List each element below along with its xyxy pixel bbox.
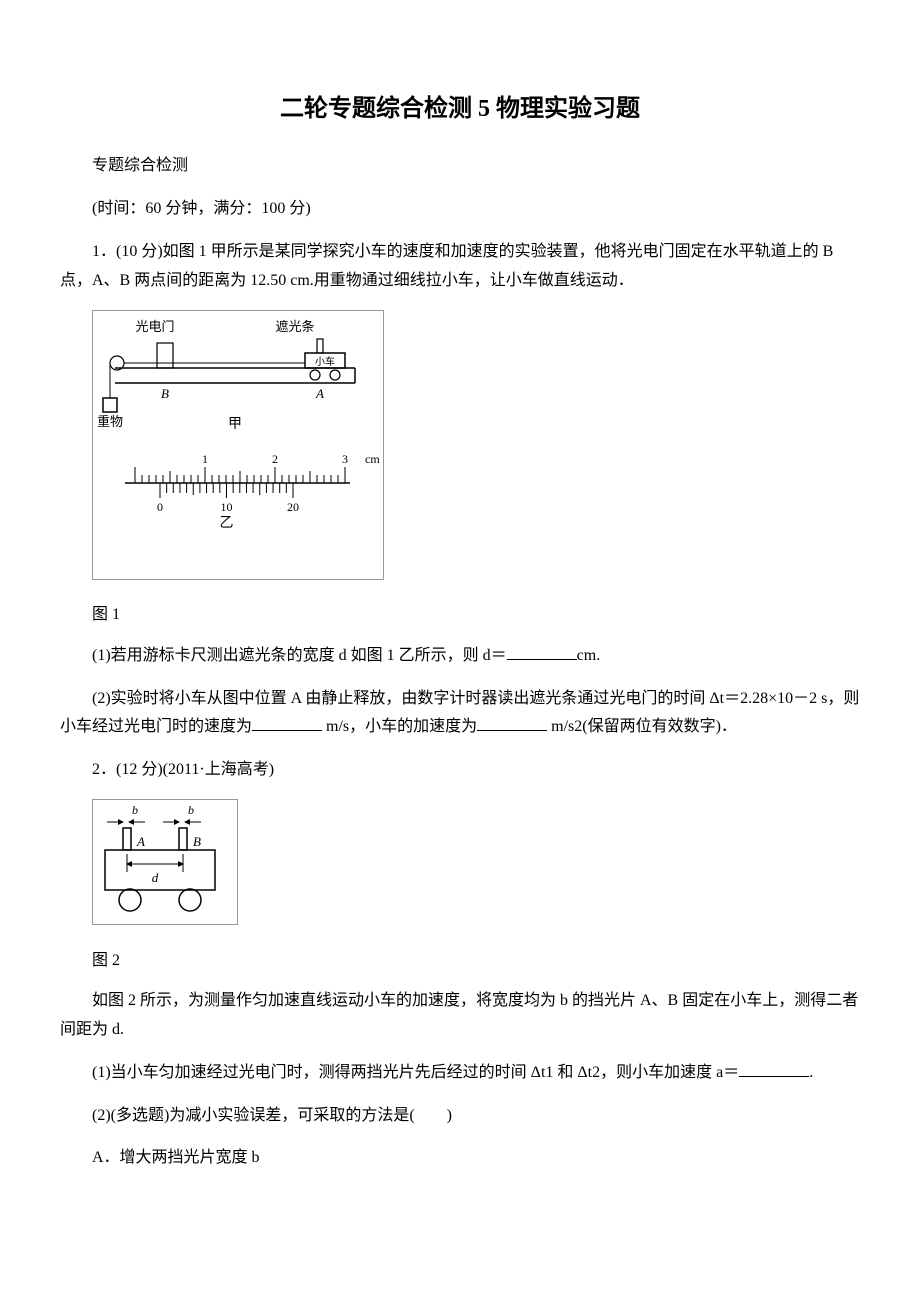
section-header: 专题综合检测: [60, 152, 860, 181]
figure-1-border: 重物 光电门 B 遮光条 小车 A 甲: [92, 310, 384, 580]
q2-part1-a: (1)当小车匀加速经过光电门时，测得两挡光片先后经过的时间 Δt1 和 Δt2，…: [92, 1064, 739, 1081]
q1-part2-blank1: [252, 715, 322, 731]
q1-part2: (2)实验时将小车从图中位置 A 由静止释放，由数字计时器读出遮光条通过光电门的…: [60, 685, 860, 743]
fig1-cart-label: 小车: [315, 355, 335, 368]
figure-1-svg: 重物 光电门 B 遮光条 小车 A 甲: [95, 313, 381, 577]
figure-2-label: 图 2: [60, 948, 860, 974]
q2-part1: (1)当小车匀加速经过光电门时，测得两挡光片先后经过的时间 Δt1 和 Δt2，…: [60, 1059, 860, 1088]
q2-part1-b: .: [809, 1064, 813, 1081]
fig1-scale-3: 3: [342, 452, 348, 466]
fig1-cap-top: 甲: [228, 417, 242, 432]
fig1-B-label: B: [161, 386, 169, 401]
q1-part1-a: (1)若用游标卡尺测出遮光条的宽度 d 如图 1 乙所示，则 d＝: [92, 647, 507, 664]
q2-stem: 如图 2 所示，为测量作匀加速直线运动小车的加速度，将宽度均为 b 的挡光片 A…: [60, 987, 860, 1045]
time-score: (时间：60 分钟，满分：100 分): [60, 195, 860, 224]
page-title: 二轮专题综合检测 5 物理实验习题: [60, 90, 860, 128]
fig2-b2: b: [188, 803, 194, 817]
figure-2-svg: b b A B d: [95, 802, 235, 922]
fig1-gate-label: 光电门: [135, 319, 174, 334]
q1-part2-c: m/s2(保留两位有效数字)．: [547, 718, 737, 735]
fig1-scale-1: 1: [202, 452, 208, 466]
figure-1-label: 图 1: [60, 602, 860, 628]
q2-part1-blank: [739, 1061, 809, 1077]
fig1-weight-label: 重物: [97, 414, 123, 429]
fig2-A: A: [136, 834, 145, 849]
fig1-vernier-10: 10: [221, 500, 233, 514]
q2-option-A: A．增大两挡光片宽度 b: [60, 1144, 860, 1173]
q1-part1: (1)若用游标卡尺测出遮光条的宽度 d 如图 1 乙所示，则 d＝ cm.: [60, 642, 860, 671]
fig2-d: d: [152, 870, 159, 885]
fig1-A-label: A: [315, 386, 324, 401]
q1-part1-b: cm.: [577, 647, 601, 664]
q1-part2-blank2: [477, 715, 547, 731]
q1-part2-b: m/s，小车的加速度为: [322, 718, 477, 735]
figure-1-container: 重物 光电门 B 遮光条 小车 A 甲: [60, 310, 860, 589]
fig2-B: B: [193, 834, 201, 849]
figure-2-container: b b A B d: [60, 799, 860, 934]
fig1-cap-bottom: 乙: [220, 515, 234, 531]
fig2-b1: b: [132, 803, 138, 817]
q1-part1-blank: [507, 644, 577, 660]
fig1-strip-label: 遮光条: [275, 319, 314, 334]
fig1-scale-2: 2: [272, 452, 278, 466]
fig1-scale-cm: cm: [365, 452, 380, 466]
figure-2-border: b b A B d: [92, 799, 238, 925]
q2-header: 2．(12 分)(2011·上海高考): [60, 756, 860, 785]
fig1-vernier-0: 0: [157, 500, 163, 514]
q1-stem: 1．(10 分)如图 1 甲所示是某同学探究小车的速度和加速度的实验装置，他将光…: [60, 238, 860, 296]
fig1-vernier-20: 20: [287, 500, 299, 514]
q2-part2: (2)(多选题)为减小实验误差，可采取的方法是( ): [60, 1102, 860, 1131]
